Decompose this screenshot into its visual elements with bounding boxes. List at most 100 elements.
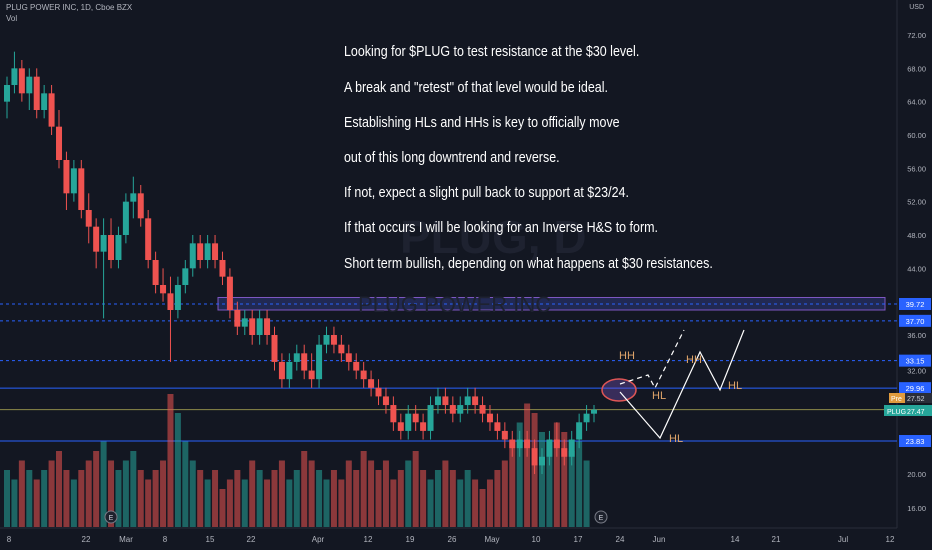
volume-bar — [546, 441, 553, 527]
candle-body — [78, 168, 85, 210]
candle-body — [338, 344, 345, 354]
x-tick-label: 15 — [206, 535, 215, 544]
candle-body — [189, 243, 196, 269]
candle-body — [278, 361, 285, 380]
candle-body — [501, 430, 508, 440]
volume-bar — [130, 451, 137, 527]
projection-dashed — [619, 329, 685, 390]
candle-body — [197, 243, 204, 260]
candle-body — [33, 76, 40, 110]
candle-body — [130, 193, 137, 202]
volume-bar — [434, 470, 441, 527]
candle-body — [241, 318, 248, 327]
pre-tag-value-box — [905, 393, 932, 403]
x-tick-label: 22 — [247, 535, 256, 544]
candle-body — [323, 335, 330, 345]
annotation-line-4: out of this long downtrend and reverse. — [344, 150, 560, 166]
candle-body — [353, 361, 360, 371]
candle-body — [546, 439, 553, 457]
volume-bar — [583, 460, 590, 527]
breakout-ellipse — [601, 378, 637, 402]
projection-label: HH — [686, 354, 702, 366]
candle-body — [583, 413, 590, 423]
x-tick-label: 19 — [406, 535, 415, 544]
x-tick-label: Jun — [653, 535, 666, 544]
price-level-tag — [899, 314, 931, 327]
candle-body — [464, 396, 471, 406]
y-tick-label: 44.00 — [907, 264, 926, 273]
volume-bar — [308, 460, 315, 527]
volume-bar — [63, 470, 70, 527]
volume-bar — [249, 460, 256, 527]
candle-body — [561, 448, 568, 457]
candle-body — [85, 210, 92, 227]
volume-bar — [301, 451, 308, 527]
volume-bar — [264, 479, 271, 527]
volume-bar — [486, 479, 493, 527]
candle-body — [11, 68, 18, 85]
projection-label: HL — [652, 390, 666, 402]
candle-body — [301, 353, 308, 371]
candle-body — [100, 235, 107, 252]
candle-body — [26, 76, 33, 94]
volume-bar — [479, 489, 486, 527]
projection-label: HL — [669, 433, 683, 445]
earnings-marker-label: E — [599, 515, 604, 522]
volume-bar — [160, 460, 167, 527]
volume-bar — [286, 479, 293, 527]
candle-body — [360, 370, 367, 380]
candle-body — [509, 439, 516, 449]
candle-body — [41, 93, 48, 110]
pre-tag-label: Pre — [891, 396, 902, 403]
candle-body — [568, 439, 575, 457]
candle-body — [375, 387, 382, 397]
volume-bar — [494, 470, 501, 527]
y-tick-label: 48.00 — [907, 231, 926, 240]
projection-solid — [619, 329, 745, 440]
volume-bar — [11, 479, 18, 527]
volume-bar — [115, 470, 122, 527]
chart-title[interactable]: PLUG POWER INC, 1D, Cboe BZX — [6, 3, 133, 12]
y-tick-label: 36.00 — [907, 331, 926, 340]
candle-body — [70, 168, 77, 194]
y-tick-label: 68.00 — [907, 64, 926, 73]
candle-body — [449, 405, 456, 414]
x-tick-label: 12 — [886, 535, 895, 544]
volume-bar — [561, 432, 568, 527]
volume-bar — [360, 451, 367, 527]
volume-bar — [167, 394, 174, 527]
candle-body — [115, 235, 122, 260]
volume-bar — [516, 422, 523, 527]
volume-bar — [390, 479, 397, 527]
annotation-line-2: A break and "retest" of that level would… — [344, 80, 608, 96]
candle-body — [18, 68, 25, 94]
volume-bar — [93, 451, 100, 527]
volume-bar — [234, 470, 241, 527]
candle-body — [212, 243, 219, 260]
x-tick-label: 8 — [163, 535, 168, 544]
currency-label: USD — [909, 3, 924, 12]
candle-body — [494, 422, 501, 431]
volume-bar — [108, 460, 115, 527]
volume-bar — [145, 479, 152, 527]
volume-bar — [501, 460, 508, 527]
candle-body — [442, 396, 449, 406]
plug-tag-box — [884, 405, 932, 416]
candle-body — [524, 439, 531, 449]
volume-bar — [576, 441, 583, 527]
x-tick-label: Mar — [119, 535, 133, 544]
watermark-ticker: PLUG, D — [400, 211, 587, 263]
projection-label: HL — [728, 380, 742, 392]
candle-body — [382, 396, 389, 406]
x-tick-label: Jul — [838, 535, 848, 544]
volume-bar — [472, 479, 479, 527]
annotation-line-3: Establishing HLs and HHs is key to offic… — [344, 115, 620, 131]
candle-body — [48, 93, 55, 127]
candle-body — [234, 310, 241, 327]
candle-body — [182, 268, 189, 285]
volume-bar — [420, 470, 427, 527]
x-tick-label: 12 — [364, 535, 373, 544]
volume-bar — [85, 460, 92, 527]
x-tick-label: 10 — [532, 535, 541, 544]
